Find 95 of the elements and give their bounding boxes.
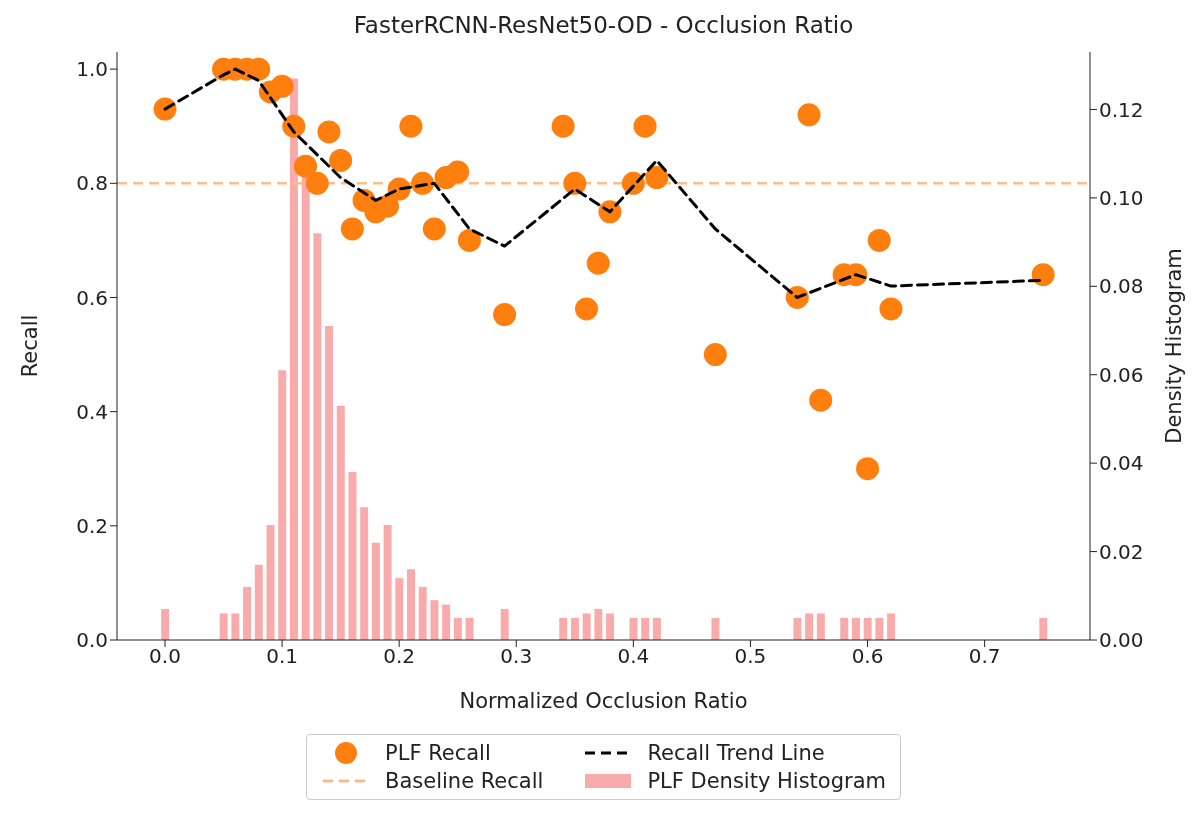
y2-tick-label: 0.12 [1099,97,1144,122]
point [446,160,470,184]
bar [453,617,462,640]
bar [336,405,345,640]
point [317,120,341,144]
y-tick-label: 0.8 [76,171,108,196]
x-tick-label: 0.2 [383,644,416,669]
point [575,297,599,321]
point [422,217,446,241]
x-tick-label: 0.3 [500,644,533,669]
bar [231,613,240,640]
point [153,97,177,121]
point [633,114,657,138]
legend-label: Baseline Recall [385,769,544,793]
y-tick-label: 0.4 [76,399,108,424]
bar [161,609,170,640]
bar [383,525,392,640]
bar [430,600,439,640]
bar [360,507,369,640]
point [340,217,364,241]
bar [301,175,310,640]
bar [711,617,720,640]
legend-label: PLF Recall [385,741,491,765]
bar [793,617,802,640]
bar [465,617,474,640]
x-tick-label: 0.4 [617,644,650,669]
bar [641,617,650,640]
point [586,251,610,275]
bar [500,609,509,640]
bar [243,586,252,640]
point [551,114,575,138]
bar [313,233,322,640]
bar [278,370,287,640]
bar [348,472,357,640]
point [703,343,727,367]
x-tick-label: 0.1 [266,644,298,669]
bar [289,78,298,640]
y2-tick-label: 0.02 [1099,539,1144,564]
x-tick-label: 0.5 [734,644,767,669]
point [375,194,399,218]
point [563,171,587,195]
y-axis-title: Recall [18,314,43,378]
bar [652,617,661,640]
y2-tick-label: 0.00 [1099,628,1144,653]
bar [606,613,615,640]
point [294,154,318,178]
x-tick-label: 0.7 [968,644,1001,669]
bar [582,613,591,640]
point [493,303,517,327]
bar [1039,617,1048,640]
bar [442,604,451,640]
bar [840,617,849,640]
bar [371,542,380,640]
bar [594,609,603,640]
y-tick-label: 0.2 [76,513,108,538]
x-axis-title: Normalized Occlusion Ratio [459,689,748,713]
bar [395,578,404,640]
y2-tick-label: 0.08 [1099,274,1144,299]
x-tick-label: 0.0 [149,644,181,669]
bar [851,617,860,640]
y2-axis-title: Density Histogram [1162,248,1187,444]
bar [407,569,415,640]
bar [570,617,579,640]
point [270,74,294,98]
bar [816,613,825,640]
y-tick-label: 0.6 [76,285,108,310]
point [305,171,329,195]
point [879,297,903,321]
bar [559,617,568,640]
bar [875,617,884,640]
y2-tick-label: 0.04 [1099,451,1144,476]
point [329,148,353,172]
bar [219,613,228,640]
point [867,228,891,252]
point [1031,263,1055,287]
y-tick-label: 0.0 [76,628,108,653]
bar [863,617,872,640]
bar [805,613,814,640]
bar [887,613,896,640]
y-tick-label: 1.0 [76,57,108,82]
point [457,228,481,252]
point [645,166,669,190]
point [399,114,423,138]
bar [418,586,427,640]
legend-label: Recall Trend Line [647,741,825,765]
point [797,103,821,127]
y2-tick-label: 0.10 [1099,185,1144,210]
bar [325,326,334,640]
x-tick-label: 0.6 [851,644,884,669]
legend-label: PLF Density Histogram [647,769,886,793]
chart-title: FasterRCNN-ResNet50-OD - Occlusion Ratio [352,12,855,38]
point [856,457,880,481]
y2-tick-label: 0.06 [1099,362,1144,387]
bar [254,564,263,640]
point [809,388,833,412]
